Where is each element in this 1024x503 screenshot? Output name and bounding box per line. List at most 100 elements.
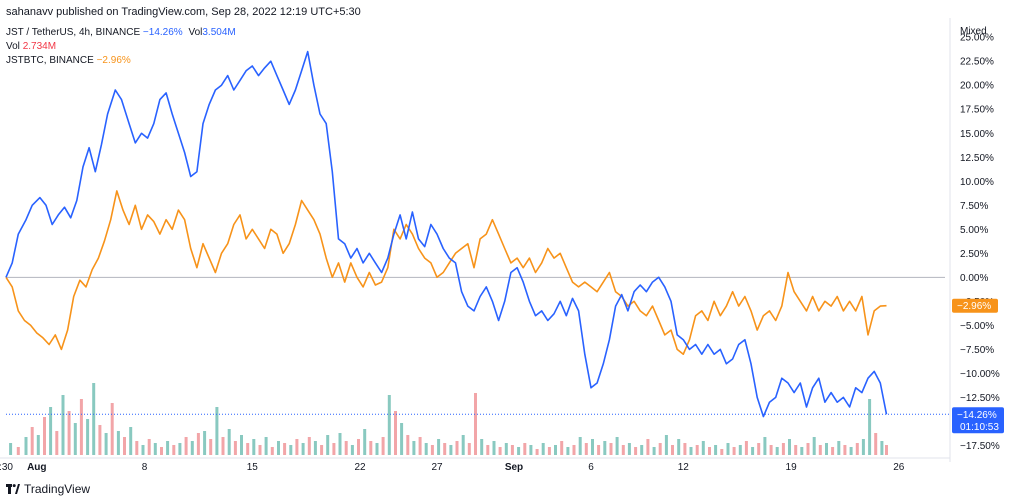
jstbtc-series-line[interactable] bbox=[5, 190, 887, 355]
volume-bar-30 bbox=[196, 433, 200, 455]
volume-bar-138 bbox=[861, 439, 865, 455]
volume-bar-59 bbox=[375, 443, 379, 455]
volume-bar-111 bbox=[695, 445, 699, 455]
volume-bar-137 bbox=[855, 443, 859, 455]
volume-bar-122 bbox=[763, 437, 767, 455]
volume-bars bbox=[9, 383, 888, 455]
volume-bar-46 bbox=[295, 439, 299, 455]
x-tick-label: 6 bbox=[588, 462, 594, 473]
scale-mode-label[interactable]: Mixed bbox=[960, 26, 987, 37]
y-tick-label: 22.50% bbox=[960, 57, 994, 68]
volume-bar-97 bbox=[609, 443, 613, 455]
volume-bar-52 bbox=[332, 443, 336, 455]
volume-bar-132 bbox=[825, 443, 828, 455]
x-tick-label: 22 bbox=[354, 462, 366, 473]
y-tick-label: 15.00% bbox=[960, 129, 994, 140]
y-axis-ticks: 25.00% 22.50% 20.00% 17.50% 15.00% 12.50% 10.0… bbox=[960, 33, 1000, 452]
chart-legend: JST / TetherUS, 4h, BINANCE −14.26% Vol3… bbox=[6, 26, 236, 68]
volume-bar-3 bbox=[30, 427, 34, 455]
volume-bar-124 bbox=[775, 447, 779, 455]
volume-bar-121 bbox=[757, 443, 761, 455]
volume-bar-99 bbox=[621, 445, 625, 455]
volume-bar-32 bbox=[209, 439, 213, 455]
volume-bar-98 bbox=[615, 437, 619, 455]
volume-bar-55 bbox=[350, 445, 354, 455]
volume-bar-82 bbox=[517, 447, 521, 455]
volume-bar-6 bbox=[49, 407, 53, 455]
x-tick-label: :30 bbox=[0, 462, 13, 473]
volume-bar-29 bbox=[190, 441, 194, 455]
legend-main-row[interactable]: JST / TetherUS, 4h, BINANCE −14.26% Vol3… bbox=[6, 26, 236, 40]
last-value-tags: −2.96% −14.26%01:10:53 bbox=[952, 298, 1004, 434]
volume-bar-73 bbox=[461, 435, 465, 455]
volume-bar-130 bbox=[812, 437, 816, 455]
volume-bar-131 bbox=[818, 445, 822, 455]
volume-bar-119 bbox=[744, 441, 748, 455]
x-tick-label: Aug bbox=[27, 462, 46, 473]
volume-bar-80 bbox=[504, 443, 508, 455]
volume-bar-4 bbox=[36, 435, 40, 455]
legend-compare-change: −2.96% bbox=[96, 55, 131, 66]
volume-bar-89 bbox=[560, 441, 564, 455]
jst-last-value-text: −14.26% bbox=[957, 410, 997, 421]
volume-bar-135 bbox=[843, 445, 847, 455]
volume-bar-18 bbox=[123, 437, 126, 455]
x-tick-label: 26 bbox=[893, 462, 905, 473]
volume-bar-8 bbox=[61, 395, 65, 455]
x-tick-label: 15 bbox=[247, 462, 259, 473]
volume-bar-54 bbox=[344, 441, 348, 455]
y-tick-label: 0.00% bbox=[960, 273, 988, 284]
volume-bar-117 bbox=[732, 447, 736, 455]
volume-bar-1 bbox=[16, 447, 20, 455]
volume-bar-62 bbox=[394, 411, 397, 455]
volume-bar-21 bbox=[141, 445, 145, 455]
volume-bar-120 bbox=[751, 447, 755, 455]
legend-vol2-row[interactable]: Vol 2.734M bbox=[6, 40, 236, 54]
tradingview-footer[interactable]: TradingView bbox=[6, 482, 90, 496]
volume-bar-103 bbox=[646, 439, 650, 455]
volume-bar-7 bbox=[55, 431, 59, 455]
series-lines bbox=[5, 50, 888, 418]
right-axis-panel bbox=[950, 0, 1024, 462]
volume-bar-44 bbox=[283, 443, 287, 455]
volume-bar-78 bbox=[492, 441, 496, 455]
bar-countdown-text: 01:10:53 bbox=[960, 422, 999, 433]
volume-bar-12 bbox=[86, 419, 90, 455]
volume-bar-61 bbox=[387, 395, 391, 455]
volume-bar-102 bbox=[640, 445, 644, 455]
volume-bar-48 bbox=[307, 437, 311, 455]
volume-bar-49 bbox=[313, 441, 317, 455]
legend-vol2-value: 2.734M bbox=[22, 41, 57, 52]
jst-usdt-series-line[interactable] bbox=[5, 50, 888, 418]
volume-bar-19 bbox=[129, 427, 133, 455]
volume-bar-93 bbox=[584, 443, 588, 455]
legend-vol2-label: Vol bbox=[6, 41, 20, 52]
volume-bar-39 bbox=[252, 439, 256, 455]
volume-bar-123 bbox=[769, 445, 773, 455]
volume-bar-100 bbox=[627, 443, 631, 455]
volume-bar-63 bbox=[400, 423, 404, 455]
y-tick-label: −17.50% bbox=[960, 441, 1000, 452]
legend-compare-row[interactable]: JSTBTC, BINANCE −2.96% bbox=[6, 54, 236, 68]
volume-bar-83 bbox=[523, 443, 527, 455]
volume-bar-60 bbox=[381, 437, 385, 455]
volume-bar-94 bbox=[591, 439, 594, 455]
volume-bar-47 bbox=[301, 443, 305, 455]
volume-bar-107 bbox=[671, 445, 674, 455]
volume-bar-23 bbox=[153, 443, 157, 455]
x-tick-label: Sep bbox=[505, 462, 523, 473]
volume-bar-133 bbox=[831, 447, 835, 455]
volume-bar-86 bbox=[541, 443, 545, 455]
volume-bar-87 bbox=[547, 447, 551, 455]
x-axis-ticks: :30 Aug 8 15 22 27 Sep 6 12 19 26 bbox=[0, 462, 905, 473]
volume-bar-75 bbox=[474, 393, 477, 455]
volume-bar-128 bbox=[800, 447, 804, 455]
volume-bar-58 bbox=[369, 441, 373, 455]
volume-bar-125 bbox=[781, 443, 785, 455]
volume-bar-129 bbox=[806, 443, 810, 455]
volume-bar-45 bbox=[289, 445, 293, 455]
volume-bar-2 bbox=[24, 437, 28, 455]
x-tick-label: 27 bbox=[431, 462, 443, 473]
y-tick-label: −12.50% bbox=[960, 393, 1000, 404]
